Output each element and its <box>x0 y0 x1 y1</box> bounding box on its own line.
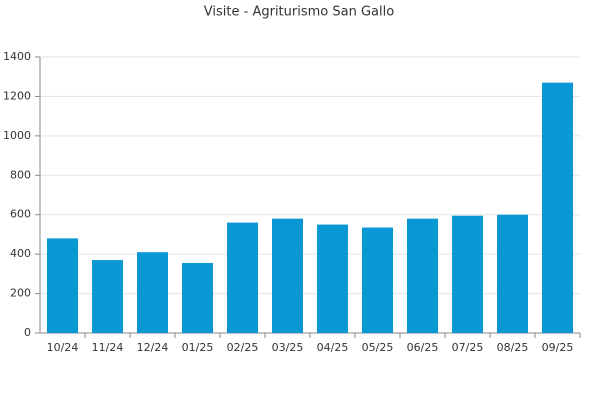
bar <box>317 224 348 333</box>
bar <box>227 222 258 333</box>
x-tick-label: 09/25 <box>542 341 574 354</box>
x-tick-label: 02/25 <box>227 341 259 354</box>
y-tick-label: 600 <box>10 208 31 221</box>
x-tick-label: 11/24 <box>92 341 124 354</box>
bar <box>47 238 78 333</box>
y-tick-label: 0 <box>24 326 31 339</box>
bar <box>452 215 483 333</box>
y-tick-label: 800 <box>10 168 31 181</box>
x-tick-label: 05/25 <box>362 341 394 354</box>
bar <box>497 214 528 333</box>
y-tick-label: 200 <box>10 287 31 300</box>
x-tick-label: 04/25 <box>317 341 349 354</box>
x-tick-label: 10/24 <box>47 341 79 354</box>
y-tick-label: 400 <box>10 247 31 260</box>
bar <box>182 263 213 333</box>
x-tick-label: 03/25 <box>272 341 304 354</box>
bar <box>407 218 438 333</box>
chart-title: Visite - Agriturismo San Gallo <box>204 5 394 20</box>
y-tick-label: 1000 <box>3 129 31 142</box>
bar <box>272 218 303 333</box>
x-tick-label: 08/25 <box>497 341 529 354</box>
x-tick-label: 06/25 <box>407 341 439 354</box>
bar <box>92 260 123 333</box>
x-tick-label: 07/25 <box>452 341 484 354</box>
y-tick-label: 1200 <box>3 89 31 102</box>
bar <box>137 252 168 333</box>
bar <box>542 82 573 333</box>
x-tick-label: 12/24 <box>137 341 169 354</box>
y-tick-label: 1400 <box>3 50 31 63</box>
bar <box>362 227 393 333</box>
x-tick-label: 01/25 <box>182 341 214 354</box>
